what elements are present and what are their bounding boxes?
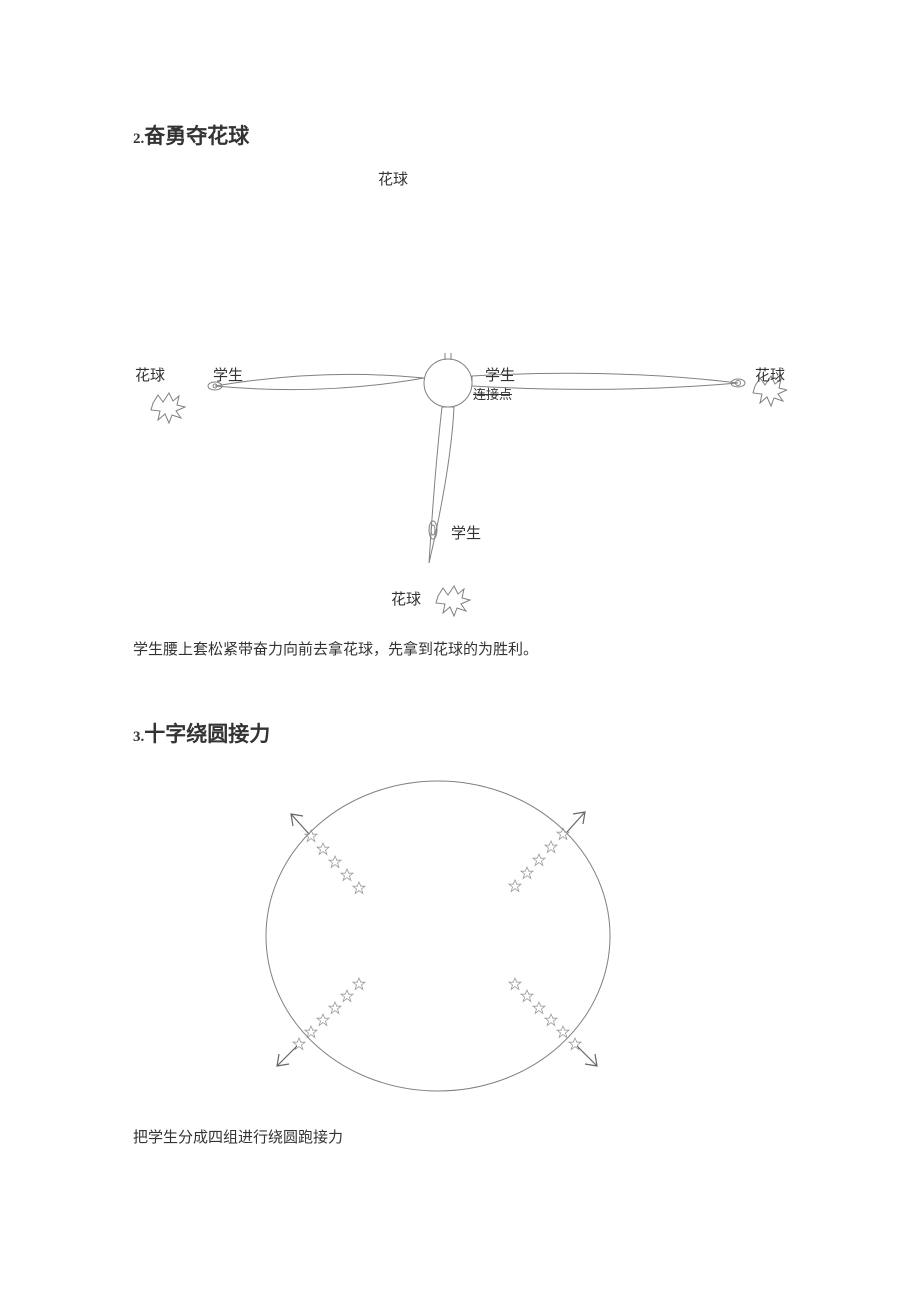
- diagram-3: [133, 766, 787, 1106]
- section-3-heading: 3.十字绕圆接力: [133, 718, 787, 748]
- section-2-title: 奋勇夺花球: [144, 124, 249, 148]
- section-2-num: 2.: [133, 131, 144, 147]
- diagram-3-svg: [133, 766, 787, 1106]
- label-left-student: 学生: [213, 364, 243, 385]
- star-line-bottom-right: [509, 978, 581, 1050]
- star-line-top-right: [509, 828, 569, 892]
- label-right-student: 学生: [485, 364, 515, 385]
- section-2-heading: 2.奋勇夺花球: [133, 120, 787, 150]
- star-line-top-left: [305, 830, 365, 894]
- section-3-num: 3.: [133, 729, 144, 745]
- label-right-ball: 花球: [755, 364, 785, 385]
- label-center-point: 连接点: [473, 384, 512, 403]
- section-3-description: 把学生分成四组进行绕圆跑接力: [133, 1126, 787, 1150]
- section-3-title: 十字绕圆接力: [144, 722, 270, 746]
- label-bottom-student: 学生: [451, 522, 481, 543]
- star-line-bottom-left: [293, 978, 365, 1050]
- starburst-left: [151, 393, 185, 423]
- diagram-2: 花球: [133, 168, 787, 618]
- section-2-description: 学生腰上套松紧带奋力向前去拿花球，先拿到花球的为胜利。: [133, 638, 787, 662]
- diagram-2-svg: [133, 168, 787, 618]
- label-left-ball: 花球: [135, 364, 165, 385]
- starburst-bottom: [436, 586, 470, 616]
- label-bottom-ball: 花球: [391, 588, 421, 609]
